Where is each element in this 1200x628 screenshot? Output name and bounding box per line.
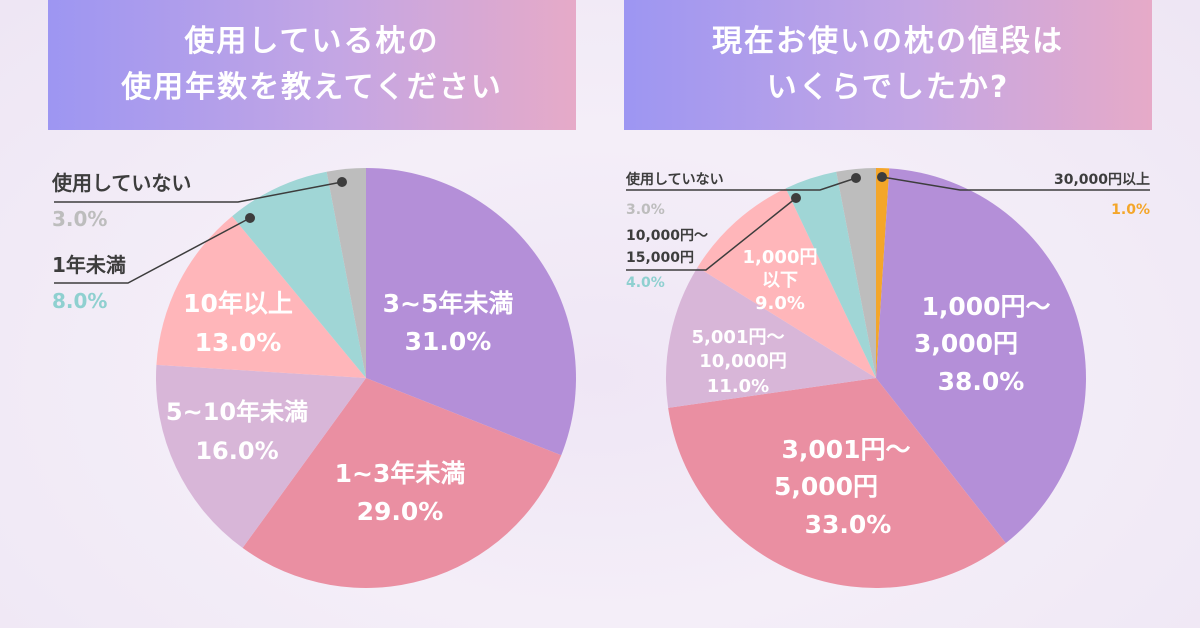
callout-right-not-using-name: 使用していない (625, 171, 724, 188)
callout-dot (337, 177, 347, 187)
callout-10000-15000-value: 4.0% (626, 275, 665, 291)
callout-right-not-using-value: 3.0% (626, 202, 665, 218)
right-title-line1: 現在お使いの枕の値段は (712, 24, 1064, 59)
label-3-5-value: 31.0% (405, 327, 492, 356)
label-5001-10000-line2: 10,000円 (699, 351, 786, 372)
label-10plus-value: 13.0% (195, 328, 282, 357)
callout-10000-15000-line1: 10,000円～ (626, 228, 708, 244)
callout-dot (877, 172, 887, 182)
label-10plus-name: 10年以上 (183, 289, 293, 318)
callout-30000-plus-value: 1.0% (1111, 202, 1150, 218)
label-under-1000-line1: 1,000円 (743, 247, 818, 268)
left-title-banner: 使用している枕の 使用年数を教えてください (48, 0, 576, 130)
right-callout-30000-plus: 30,000円以上 1.0% (877, 172, 1150, 218)
left-slice-3 (156, 216, 366, 378)
pie-chart-price (666, 168, 1087, 589)
label-5-10-value: 16.0% (195, 437, 278, 465)
label-1000-3000-line1: 1,000円～ (921, 292, 1050, 321)
left-slice-label-3-5: 3~5年未満 31.0% (383, 289, 514, 356)
label-3001-5000-line2: 5,000円 (774, 472, 878, 501)
right-slice-4 (697, 188, 876, 378)
callout-line (881, 176, 1150, 191)
right-slice-5 (785, 171, 876, 378)
right-slice-1 (876, 168, 1087, 544)
left-slice-label-1-3: 1~3年未満 29.0% (335, 459, 466, 526)
label-5001-10000-value: 11.0% (707, 376, 769, 397)
label-3001-5000-line1: 3,001円～ (781, 435, 910, 464)
callout-not-using-value: 3.0% (52, 207, 107, 231)
right-slice-0 (876, 168, 890, 378)
right-slice-label-3001-5000: 3,001円～ 5,000円 33.0% (774, 435, 911, 539)
label-5001-10000-line1: 5,001円～ (692, 327, 785, 348)
left-callout-not-using: 使用していない 3.0% (51, 171, 347, 231)
label-1000-3000-line2: 3,000円 (914, 329, 1018, 358)
callout-30000-plus-name: 30,000円以上 (1054, 172, 1150, 188)
left-slice-1 (242, 378, 562, 588)
callout-dot (245, 213, 255, 223)
right-title-banner: 現在お使いの枕の値段は いくらでしたか? (624, 0, 1152, 130)
callout-10000-15000-line2: 15,000円 (626, 250, 694, 266)
left-slice-label-5-10: 5~10年未満 16.0% (166, 398, 308, 465)
callout-line (626, 197, 797, 271)
right-slice-3 (666, 267, 876, 408)
callout-line (626, 177, 857, 191)
label-under-1000-value: 9.0% (755, 293, 805, 314)
right-slice-6 (836, 168, 876, 378)
left-title-line1: 使用している枕の (184, 24, 440, 59)
callout-line (54, 217, 251, 284)
left-slice-label-10plus: 10年以上 13.0% (183, 289, 293, 357)
label-3001-5000-value: 33.0% (805, 510, 892, 539)
right-callout-10000-15000: 10,000円～ 15,000円 4.0% (626, 193, 801, 291)
right-slice-label-5001-10000: 5,001円～ 10,000円 11.0% (692, 327, 787, 397)
callout-dot (851, 173, 861, 183)
right-slice-label-under-1000: 1,000円 以下 9.0% (743, 247, 818, 314)
left-slice-4 (232, 171, 366, 378)
label-under-1000-line2: 以下 (762, 270, 798, 291)
label-1-3-value: 29.0% (357, 497, 444, 526)
label-1000-3000-value: 38.0% (938, 367, 1025, 396)
left-callout-under-1-year: 1年未満 8.0% (52, 213, 255, 313)
left-title-line2: 使用年数を教えてください (121, 70, 503, 105)
left-slice-2 (156, 364, 366, 548)
right-slice-label-1000-3000: 1,000円～ 3,000円 38.0% (914, 292, 1051, 396)
label-5-10-name: 5~10年未満 (166, 398, 308, 426)
callout-under-1-year-name: 1年未満 (52, 253, 126, 277)
pie-chart-usage-years (156, 168, 576, 588)
left-slice-5 (326, 168, 366, 378)
label-1-3-name: 1~3年未満 (335, 459, 466, 488)
callout-dot (791, 193, 801, 203)
right-title-line2: いくらでしたか? (766, 70, 1010, 105)
label-3-5-name: 3~5年未満 (383, 289, 514, 318)
left-slice-0 (366, 168, 576, 456)
right-slice-2 (668, 378, 1006, 589)
right-callout-not-using: 使用していない 3.0% (625, 171, 861, 218)
callout-under-1-year-value: 8.0% (52, 289, 107, 313)
callout-not-using-name: 使用していない (51, 171, 191, 195)
callout-line (54, 181, 343, 203)
